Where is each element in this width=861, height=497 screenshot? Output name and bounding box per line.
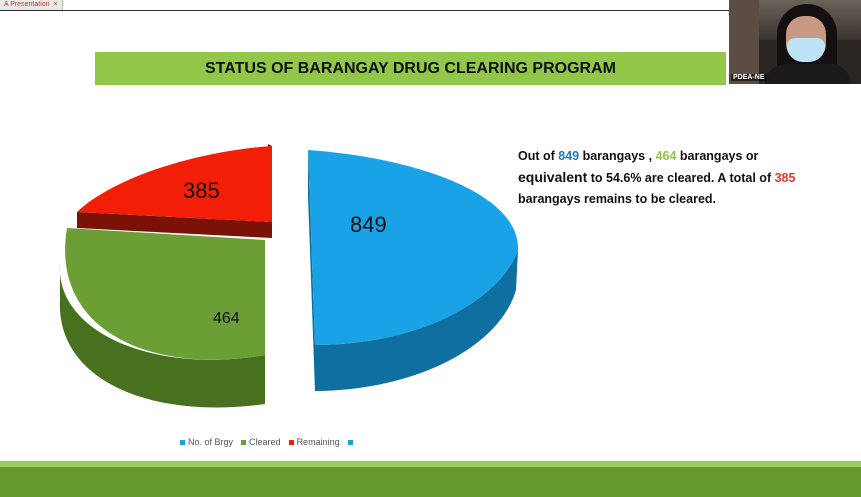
slice-no-of-brgy-side (315, 250, 518, 391)
face-mask (787, 38, 825, 62)
legend-item-cleared: Cleared (241, 437, 281, 447)
video-shelf (729, 0, 759, 84)
legend-label: Cleared (249, 437, 281, 447)
slice-cleared (59, 228, 265, 408)
legend-item-blank (347, 437, 353, 447)
slice-remaining (77, 144, 272, 238)
summary-cleared-count: 464 (655, 149, 677, 163)
slide-footer-dark-band (0, 467, 861, 497)
slice-remaining-side (77, 212, 272, 238)
participant-shirt (765, 64, 851, 84)
summary-text: Out of 849 barangays , 464 barangays or … (518, 146, 798, 210)
participant-video-thumbnail[interactable]: PDEA-NE (729, 0, 861, 84)
slice-no-of-brgy-top (308, 150, 519, 345)
legend-item-remaining: Remaining (288, 437, 340, 447)
legend-swatch (288, 439, 294, 445)
data-label-remaining: 385 (183, 178, 220, 203)
summary-fragment-bold: equivalent (518, 169, 588, 185)
window-tab-strip: A Presentation × (0, 0, 861, 11)
participant-name: PDEA-NE (731, 74, 767, 81)
legend-item-no-of-brgy: No. of Brgy (180, 437, 233, 447)
tab-label: A Presentation (4, 1, 50, 8)
summary-total-count: 849 (558, 149, 580, 163)
summary-fragment: barangays remains to be cleared. (518, 192, 717, 206)
slice-no-of-brgy (308, 150, 519, 391)
chart-legend: No. of Brgy Cleared Remaining (180, 437, 353, 447)
slice-remaining-top (77, 146, 272, 222)
summary-remaining-count: 385 (774, 171, 796, 185)
legend-label: No. of Brgy (188, 437, 234, 447)
summary-fragment: barangays , (579, 149, 656, 163)
presentation-tab[interactable]: A Presentation × (0, 0, 63, 10)
slice-cleared-side (59, 265, 265, 408)
data-label-no-of-brgy: 849 (350, 212, 387, 237)
summary-fragment: to 54.6% are cleared. A total of (587, 171, 775, 185)
data-label-cleared: 464 (213, 310, 240, 327)
slide-title-bar: STATUS OF BARANGAY DRUG CLEARING PROGRAM (95, 52, 726, 85)
slide-footer-light-band (0, 461, 861, 467)
summary-fragment: Out of (518, 149, 559, 163)
legend-swatch (241, 439, 247, 445)
legend-swatch (180, 439, 185, 445)
legend-label: Remaining (296, 437, 340, 447)
slice-cleared-top (65, 228, 265, 360)
summary-fragment: barangays or (676, 149, 759, 163)
close-icon[interactable]: × (53, 1, 58, 8)
slice-no-of-brgy-left-side (308, 150, 315, 391)
legend-swatch (347, 439, 353, 445)
slide-title: STATUS OF BARANGAY DRUG CLEARING PROGRAM (205, 59, 616, 77)
